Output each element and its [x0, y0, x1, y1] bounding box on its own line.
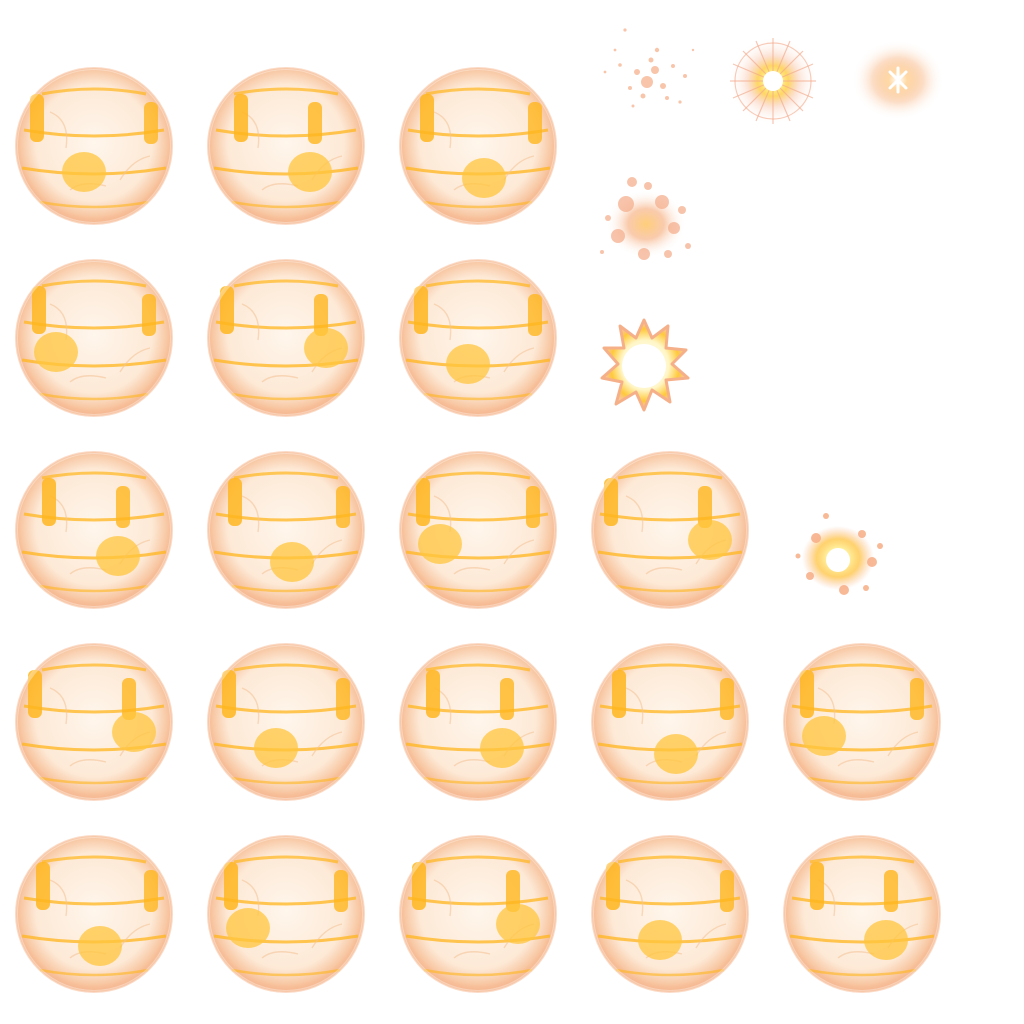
orb-frame	[202, 444, 370, 612]
orb-frame	[394, 252, 562, 420]
star-flash-sprite	[726, 34, 820, 128]
orb-frame	[202, 636, 370, 804]
orb-frame	[10, 60, 178, 228]
orb-frame	[394, 828, 562, 996]
orb-frame	[394, 60, 562, 228]
orb-frame	[10, 828, 178, 996]
lens-flare-sprite	[848, 34, 948, 126]
orb-frame	[394, 444, 562, 612]
orb-frame	[394, 636, 562, 804]
white-burst-sprite	[596, 314, 692, 416]
ember-cloud-sprite	[588, 162, 702, 274]
orb-frame	[202, 60, 370, 228]
orb-frame	[202, 252, 370, 420]
orb-frame	[586, 636, 754, 804]
orb-frame	[586, 444, 754, 612]
ember-dust-sprite	[585, 10, 705, 120]
orb-frame	[586, 828, 754, 996]
orb-frame	[10, 252, 178, 420]
orb-frame	[10, 444, 178, 612]
orb-frame	[202, 828, 370, 996]
orb-frame	[778, 828, 946, 996]
orb-frame	[778, 636, 946, 804]
spark-burst-sprite	[786, 502, 890, 606]
orb-frame	[10, 636, 178, 804]
